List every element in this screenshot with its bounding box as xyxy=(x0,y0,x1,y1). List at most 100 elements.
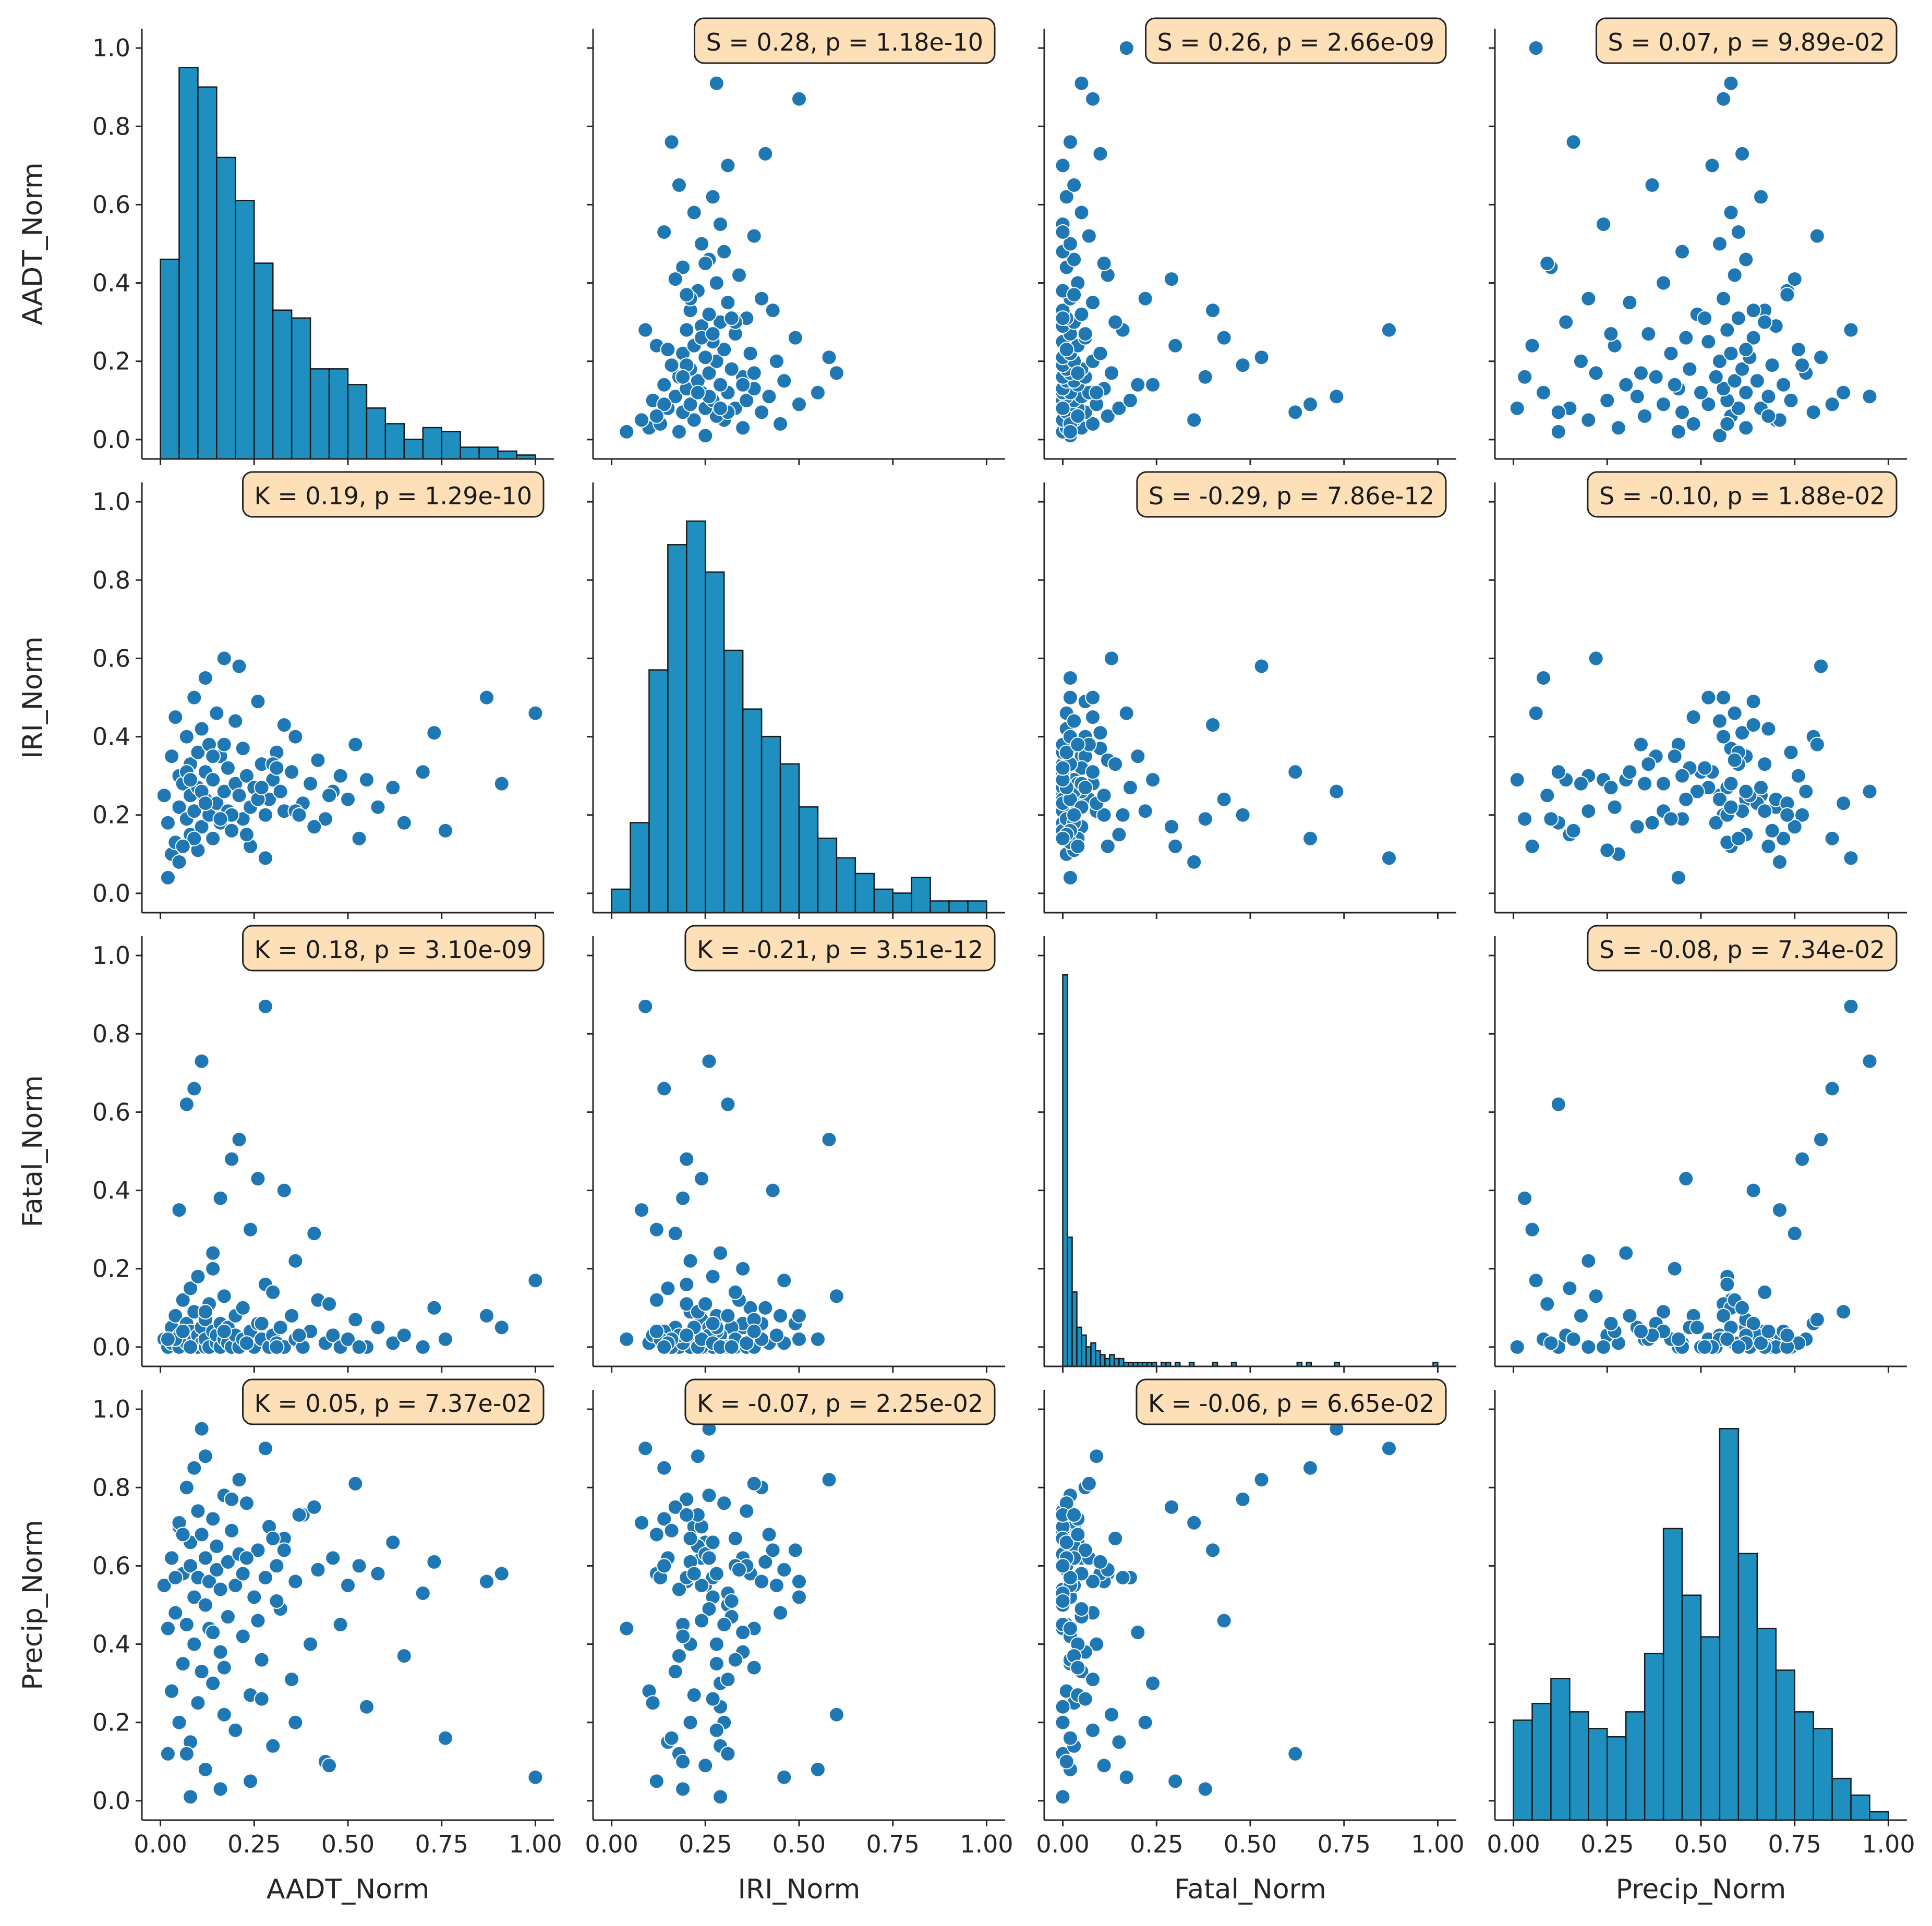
panel-IRI_Norm-vs-AADT_Norm: 0.0 0.2 0.4 0.6 0.8 1.0 IRI_Norm xyxy=(17,482,554,919)
point-IRI_Norm-vs-Precip_Norm-72 xyxy=(1528,705,1544,721)
point-AADT_Norm-vs-Precip_Norm-72 xyxy=(1528,40,1544,56)
point-AADT_Norm-vs-Precip_Norm-75 xyxy=(1667,377,1683,393)
point-AADT_Norm-vs-IRI_Norm-23 xyxy=(810,384,826,401)
hist-bar-IRI_Norm-2 xyxy=(648,669,669,914)
point-Precip_Norm-vs-AADT_Norm-23 xyxy=(197,1761,213,1777)
point-Fatal_Norm-vs-Precip_Norm-6 xyxy=(1580,1339,1597,1355)
y-tick-label: 1.0 xyxy=(92,1395,130,1423)
correlation-annotation-text: S = 0.26, p = 2.66e-09 xyxy=(1157,28,1435,56)
point-Fatal_Norm-vs-AADT_Norm-91 xyxy=(216,1323,232,1339)
point-Fatal_Norm-vs-Precip_Norm-86 xyxy=(1580,1253,1597,1269)
point-Precip_Norm-vs-AADT_Norm-68 xyxy=(426,1554,442,1570)
point-AADT_Norm-vs-Fatal_Norm-53 xyxy=(1085,295,1101,311)
point-IRI_Norm-vs-AADT_Norm-9 xyxy=(178,729,195,745)
point-AADT_Norm-vs-Precip_Norm-77 xyxy=(1524,337,1540,354)
point-Precip_Norm-vs-AADT_Norm-49 xyxy=(265,1738,281,1754)
point-Precip_Norm-vs-Fatal_Norm-75 xyxy=(1130,1625,1146,1641)
point-IRI_Norm-vs-AADT_Norm-35 xyxy=(220,760,236,776)
point-IRI_Norm-vs-Precip_Norm-90 xyxy=(1836,795,1852,811)
point-Precip_Norm-vs-AADT_Norm-76 xyxy=(224,1491,240,1507)
point-Precip_Norm-vs-IRI_Norm-74 xyxy=(656,1460,672,1476)
point-AADT_Norm-vs-Precip_Norm-27 xyxy=(1618,377,1634,393)
point-AADT_Norm-vs-Fatal_Norm-85 xyxy=(1107,314,1124,330)
point-AADT_Norm-vs-Fatal_Norm-84 xyxy=(1216,330,1232,346)
point-Fatal_Norm-vs-AADT_Norm-4 xyxy=(167,1307,184,1324)
point-AADT_Norm-vs-Fatal_Norm-71 xyxy=(1073,75,1090,91)
point-IRI_Norm-vs-Precip_Norm-82 xyxy=(1517,811,1533,827)
point-Precip_Norm-vs-Fatal_Norm-76 xyxy=(1235,1491,1251,1507)
point-Precip_Norm-vs-AADT_Norm-80 xyxy=(178,1746,195,1762)
hist-bar-IRI_Norm-11 xyxy=(817,838,838,914)
point-IRI_Norm-vs-Fatal_Norm-96 xyxy=(1096,788,1112,804)
point-Precip_Norm-vs-IRI_Norm-69 xyxy=(663,1730,680,1746)
hist-bar-Precip_Norm-0 xyxy=(1513,1719,1533,1821)
hist-bar-Fatal_Norm-12 xyxy=(1118,1358,1125,1367)
point-Fatal_Norm-vs-Precip_Norm-95 xyxy=(1779,1327,1795,1343)
point-AADT_Norm-vs-Precip_Norm-17 xyxy=(1599,392,1615,408)
point-AADT_Norm-vs-Precip_Norm-78 xyxy=(1843,322,1859,338)
point-IRI_Norm-vs-AADT_Norm-75 xyxy=(205,748,221,765)
hist-bar-Precip_Norm-6 xyxy=(1625,1711,1646,1821)
hist-bar-AADT_Norm-9 xyxy=(328,368,349,460)
point-AADT_Norm-vs-Precip_Norm-59 xyxy=(1738,251,1754,268)
point-AADT_Norm-vs-IRI_Norm-36 xyxy=(663,357,680,373)
y-tick-label: 0.0 xyxy=(92,1333,130,1361)
point-Fatal_Norm-vs-IRI_Norm-97 xyxy=(656,1339,672,1355)
point-Precip_Norm-vs-AADT_Norm-71 xyxy=(493,1566,510,1582)
point-AADT_Norm-vs-Fatal_Norm-94 xyxy=(1055,310,1071,326)
hist-bar-AADT_Norm-16 xyxy=(460,446,480,460)
point-Precip_Norm-vs-AADT_Norm-6 xyxy=(171,1714,187,1730)
point-IRI_Norm-vs-Precip_Norm-36 xyxy=(1764,822,1780,839)
correlation-annotation: S = 0.28, p = 1.18e-10 xyxy=(694,17,996,64)
point-Precip_Norm-vs-Fatal_Norm-74 xyxy=(1302,1460,1319,1476)
point-Fatal_Norm-vs-AADT_Norm-84 xyxy=(250,1171,266,1187)
point-IRI_Norm-vs-Precip_Norm-60 xyxy=(1674,768,1690,784)
point-AADT_Norm-vs-Precip_Norm-11 xyxy=(1730,400,1746,416)
x-tick-label: 1.00 xyxy=(1411,1830,1464,1858)
point-AADT_Norm-vs-Fatal_Norm-61 xyxy=(1062,236,1078,252)
point-Precip_Norm-vs-AADT_Norm-66 xyxy=(396,1648,412,1664)
point-IRI_Norm-vs-Precip_Norm-64 xyxy=(1723,799,1739,815)
point-Precip_Norm-vs-AADT_Norm-0 xyxy=(156,1577,172,1593)
point-Precip_Norm-vs-IRI_Norm-32 xyxy=(701,1487,717,1504)
point-IRI_Norm-vs-AADT_Norm-95 xyxy=(291,807,307,823)
point-Fatal_Norm-vs-Precip_Norm-99 xyxy=(1760,1323,1777,1339)
point-Precip_Norm-vs-IRI_Norm-98 xyxy=(619,1620,635,1637)
point-Fatal_Norm-vs-Precip_Norm-58 xyxy=(1543,1335,1559,1351)
point-Fatal_Norm-vs-IRI_Norm-99 xyxy=(648,1323,665,1339)
point-IRI_Norm-vs-Fatal_Norm-81 xyxy=(1329,783,1345,800)
point-AADT_Norm-vs-IRI_Norm-4 xyxy=(772,416,789,432)
point-Fatal_Norm-vs-IRI_Norm-85 xyxy=(727,1284,743,1300)
point-AADT_Norm-vs-IRI_Norm-16 xyxy=(739,392,755,408)
hist-bar-Fatal_Norm-3 xyxy=(1076,1326,1082,1367)
point-Precip_Norm-vs-AADT_Norm-65 xyxy=(385,1534,401,1551)
panel-IRI_Norm-vs-Fatal_Norm xyxy=(1038,482,1456,919)
x-axis-title-Precip_Norm: Precip_Norm xyxy=(1616,1874,1786,1905)
hist-bar-IRI_Norm-15 xyxy=(892,892,912,914)
point-IRI_Norm-vs-AADT_Norm-65 xyxy=(385,780,401,796)
point-Fatal_Norm-vs-Precip_Norm-62 xyxy=(1809,1312,1825,1328)
point-IRI_Norm-vs-Precip_Norm-33 xyxy=(1588,650,1604,667)
point-IRI_Norm-vs-Precip_Norm-4 xyxy=(1685,709,1701,725)
panel-Precip_Norm-vs-Fatal_Norm: 0.00 0.25 0.50 0.75 1.00 Fatal_Norm xyxy=(1036,1390,1465,1905)
hist-bar-IRI_Norm-13 xyxy=(854,873,875,914)
hist-bar-AADT_Norm-4 xyxy=(235,200,255,460)
hist-bar-IRI_Norm-12 xyxy=(836,857,856,914)
y-tick-label: 0.2 xyxy=(92,1255,130,1283)
hist-bar-Fatal_Norm-1 xyxy=(1067,1237,1073,1367)
hist-bar-Fatal_Norm-9 xyxy=(1104,1358,1110,1367)
point-AADT_Norm-vs-Fatal_Norm-62 xyxy=(1081,228,1097,244)
panel-AADT_Norm-vs-Precip_Norm xyxy=(1489,29,1907,465)
hist-bar-AADT_Norm-5 xyxy=(253,262,274,460)
point-AADT_Norm-vs-Precip_Norm-21 xyxy=(1693,384,1709,401)
point-Precip_Norm-vs-AADT_Norm-15 xyxy=(186,1636,202,1652)
point-AADT_Norm-vs-IRI_Norm-42 xyxy=(716,342,732,358)
y-axis-title-Precip_Norm: Precip_Norm xyxy=(17,1520,49,1690)
point-Precip_Norm-vs-AADT_Norm-38 xyxy=(227,1577,244,1593)
point-AADT_Norm-vs-Fatal_Norm-79 xyxy=(1205,302,1221,319)
point-Precip_Norm-vs-IRI_Norm-23 xyxy=(810,1761,826,1777)
point-AADT_Norm-vs-IRI_Norm-92 xyxy=(660,342,676,358)
point-AADT_Norm-vs-IRI_Norm-39 xyxy=(697,349,714,366)
hist-bar-Fatal_Norm-0 xyxy=(1062,974,1068,1367)
point-IRI_Norm-vs-AADT_Norm-41 xyxy=(235,741,251,757)
